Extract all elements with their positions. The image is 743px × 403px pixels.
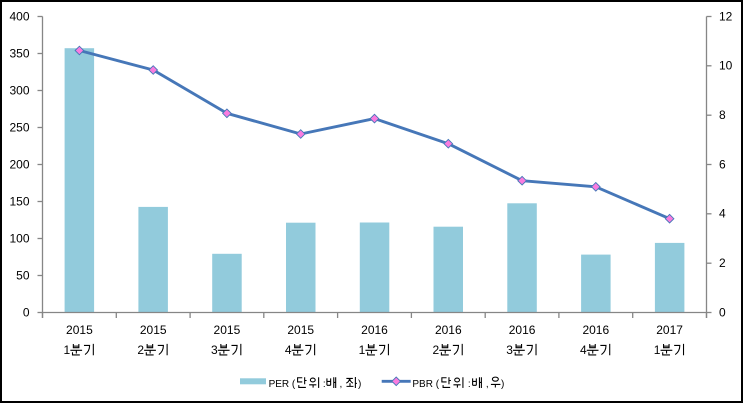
svg-text:2: 2 xyxy=(432,343,439,357)
svg-text:1: 1 xyxy=(64,343,71,357)
svg-text:300: 300 xyxy=(9,83,29,97)
svg-text:8: 8 xyxy=(719,108,726,122)
svg-text:2: 2 xyxy=(137,343,144,357)
svg-text:400: 400 xyxy=(9,9,29,23)
svg-text:50: 50 xyxy=(16,268,30,282)
svg-text:0: 0 xyxy=(23,305,30,319)
svg-text:,: , xyxy=(340,379,343,390)
svg-text:PER (: PER ( xyxy=(269,379,296,390)
svg-text:2015: 2015 xyxy=(66,323,93,337)
svg-text:2016: 2016 xyxy=(435,323,462,337)
svg-text:6: 6 xyxy=(719,157,726,171)
svg-text:150: 150 xyxy=(9,194,29,208)
svg-text::: : xyxy=(323,379,326,390)
svg-text::: : xyxy=(468,379,471,390)
svg-text:350: 350 xyxy=(9,46,29,60)
svg-text:0: 0 xyxy=(719,305,726,319)
svg-text:12: 12 xyxy=(719,9,733,23)
svg-text:2015: 2015 xyxy=(140,323,167,337)
svg-text:2015: 2015 xyxy=(214,323,241,337)
svg-text:2: 2 xyxy=(719,256,726,270)
svg-text:): ) xyxy=(358,379,361,390)
svg-text:4: 4 xyxy=(719,207,726,221)
svg-text:2016: 2016 xyxy=(361,323,388,337)
svg-text:100: 100 xyxy=(9,231,29,245)
svg-text:2017: 2017 xyxy=(656,323,683,337)
svg-text:,: , xyxy=(486,379,489,390)
svg-text:2016: 2016 xyxy=(582,323,609,337)
svg-text:200: 200 xyxy=(9,157,29,171)
svg-text:4: 4 xyxy=(285,343,292,357)
svg-text:): ) xyxy=(501,379,504,390)
svg-text:3: 3 xyxy=(506,343,513,357)
svg-text:3: 3 xyxy=(211,343,218,357)
svg-text:1: 1 xyxy=(359,343,366,357)
svg-text:10: 10 xyxy=(719,59,733,73)
svg-text:1: 1 xyxy=(654,343,661,357)
svg-text:PBR (: PBR ( xyxy=(412,379,439,390)
svg-text:4: 4 xyxy=(580,343,587,357)
svg-text:2015: 2015 xyxy=(287,323,314,337)
svg-text:2016: 2016 xyxy=(509,323,536,337)
svg-text:250: 250 xyxy=(9,120,29,134)
